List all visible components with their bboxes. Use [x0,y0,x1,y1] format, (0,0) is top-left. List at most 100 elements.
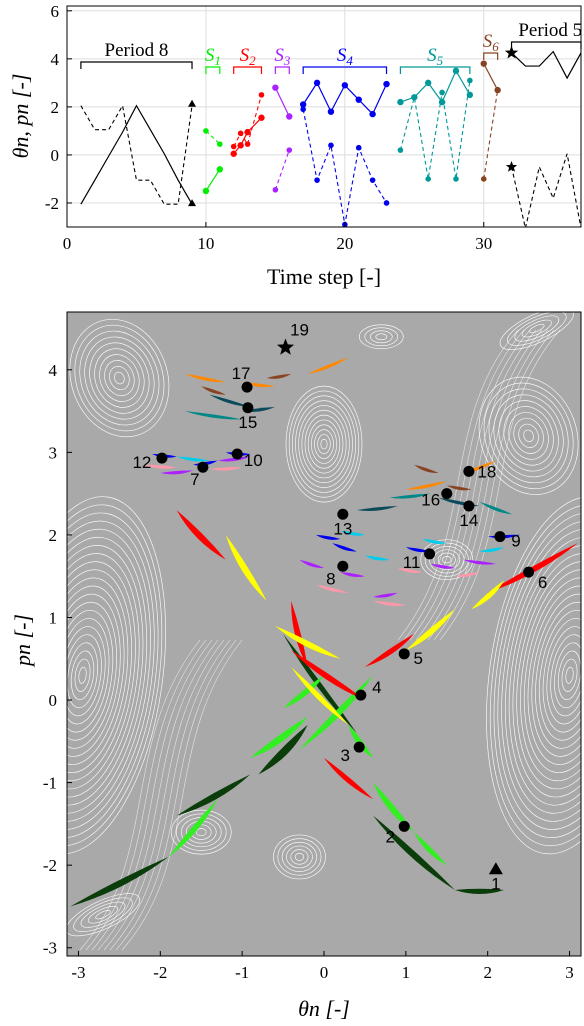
s4-theta-point [299,101,307,108]
period8-triangle-marker [188,99,197,107]
phase-space-background [67,312,581,956]
s6-theta-line [483,63,499,91]
streamline [415,329,537,641]
bottom-ytick-label: -1 [43,774,57,793]
period-orbit-lobe [364,555,390,561]
s3-p-point [272,186,279,193]
bottom-ytick-label: -2 [43,856,57,875]
streamline [109,639,231,951]
s5-p-point [439,89,445,96]
orbit-point-label-16: 16 [421,491,440,510]
unstable-lobe-darkgreen [176,774,251,816]
bottom-xtick-label: -1 [235,963,249,982]
streamline [421,329,543,641]
period-orbit-lobe [299,559,324,568]
period-orbit-lobe [405,481,447,490]
orbit-point-14 [463,500,475,512]
orbit-point-15 [242,402,254,414]
s5-p-point [411,94,418,101]
bottom-xtick-label: 3 [565,963,574,982]
unstable-lobe-darkgreen [454,888,505,894]
unstable-lobe-darkgreen [70,856,169,907]
s2-theta-point [230,150,237,157]
orbit-point-5 [398,648,410,660]
s4-p-point [383,200,390,206]
stable-lobe-yellow [274,625,341,659]
period-orbit-lobe [373,592,398,598]
orbit-point-label-11: 11 [403,553,421,572]
orbit-point-label-15: 15 [238,413,257,432]
period-orbit-lobe [315,534,341,540]
period-orbit-lobe [405,547,431,553]
orbit-point-label-6: 6 [538,573,547,592]
s4-p-point [328,142,334,149]
streamline [433,329,555,641]
s3-p-point [286,147,293,153]
s5-p-line [399,80,471,180]
orbit-point-label-4: 4 [372,678,381,697]
period-orbit-lobe [307,357,349,374]
period-8-bracket [80,61,193,69]
s2-p-point [230,143,237,150]
period-orbit-lobe [209,467,243,471]
unstable-lobe-darkgreen [373,815,455,890]
orbit-point-label-8: 8 [326,569,335,588]
orbit-point-13 [337,508,349,520]
s4-theta-point [383,80,390,88]
streamline [115,639,237,951]
unstable-lobe-darkgreen [258,724,308,775]
orbit-point-10 [231,448,243,460]
period-orbit-lobe [414,464,439,474]
s4-p-point [314,177,320,183]
period-orbit-lobe [479,547,505,553]
s5-p-point [397,147,404,153]
period-orbit-lobe [201,386,226,395]
period-8-label: Period 8 [105,40,169,61]
top-ytick-label: 2 [51,98,60,117]
unstable-lobe-green [348,724,374,758]
period5-star-marker [504,45,519,59]
period-orbit-lobe [143,464,177,469]
period-orbit-lobe [389,493,431,499]
s4-bracket [302,66,388,74]
top-xtick-label: 0 [63,234,72,253]
orbit-point-16 [441,488,453,500]
streamline [427,329,549,641]
orbit-point-3 [353,741,365,753]
s4-theta-point [313,79,321,87]
period-orbit-lobe [430,563,455,569]
s5-theta-point [438,98,446,106]
period-orbit-lobe [332,543,357,552]
bottom-ytick-label: -3 [43,939,57,958]
orbit-point-9 [494,531,506,543]
period-orbit-lobe [184,411,243,420]
bottom-ytick-label: 0 [49,691,58,710]
streamline [409,329,531,641]
s2-theta-point [237,142,244,149]
top-xtick-label: 20 [336,234,353,253]
period-orbit-lobe [373,600,406,606]
bottom-xtick-label: -3 [71,963,85,982]
s3-theta-line [274,87,290,117]
bottom-ylabel: pn [-] [10,614,35,668]
s5-theta-point [397,98,404,106]
orbit-point-label-18: 18 [477,462,496,481]
period-orbit-lobe [160,470,194,475]
kam-island-lowcenter [273,834,326,880]
stable-lobe-red [364,634,415,668]
period-orbit-lobe [266,373,292,379]
period-orbit-lobe [315,584,349,593]
top-ytick-label: 4 [51,50,60,69]
orbit-point-label-19: 19 [290,321,309,340]
bottom-xtick-label: 0 [320,963,329,982]
s6-p-point [480,176,487,182]
s5-p-point [453,176,459,182]
bottom-ytick-label: 1 [49,608,58,627]
streamline [85,639,207,951]
stable-lobe-red [291,650,365,701]
s1-theta-point [202,187,210,195]
s1-bracket [205,66,221,74]
s6-bracket [483,52,499,60]
